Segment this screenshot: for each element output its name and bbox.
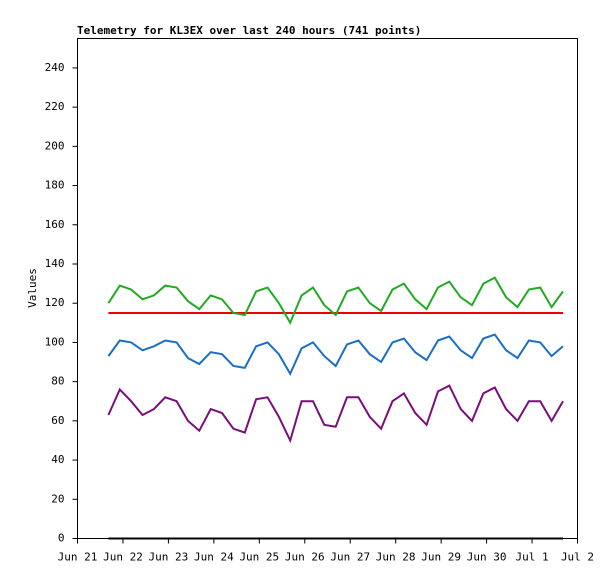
- chart-title: Telemetry for KL3EX over last 240 hours …: [77, 24, 421, 37]
- x-tick-label: Jun 25: [239, 551, 279, 564]
- y-tick-label: 40: [51, 453, 64, 466]
- series-line: [107, 333, 564, 376]
- y-tick-label: 200: [45, 139, 65, 152]
- x-tick-label: Jul 2: [561, 551, 594, 564]
- x-tick-label: Jun 26: [285, 551, 325, 564]
- x-tick-label: Jul 1: [515, 551, 548, 564]
- x-tick-label: Jun 24: [194, 551, 234, 564]
- x-tick-label: Jun 22: [103, 551, 143, 564]
- y-tick-label: 160: [45, 218, 65, 231]
- y-tick-label: 240: [45, 61, 65, 74]
- series-line: [107, 384, 564, 444]
- plot-frame: [77, 38, 578, 539]
- y-tick-label: 140: [45, 257, 65, 270]
- y-tick-label: 220: [45, 100, 65, 113]
- y-tick-label: 80: [51, 375, 64, 388]
- x-tick-label: Jun 27: [330, 551, 370, 564]
- y-tick-label: 120: [45, 296, 65, 309]
- series-line: [107, 276, 564, 326]
- x-tick-label: Jun 23: [149, 551, 189, 564]
- x-tick-label: Jun 29: [421, 551, 461, 564]
- y-tick-label: 0: [58, 532, 65, 545]
- y-tick-label: 180: [45, 179, 65, 192]
- y-tick-label: 60: [51, 414, 64, 427]
- y-tick-label: 100: [45, 335, 65, 348]
- y-axis-label: Values: [26, 268, 39, 308]
- y-tick-label: 20: [51, 492, 64, 505]
- x-tick-label: Jun 28: [376, 551, 416, 564]
- x-tick-label: Jun 30: [467, 551, 507, 564]
- x-tick-label: Jun 21: [58, 551, 98, 564]
